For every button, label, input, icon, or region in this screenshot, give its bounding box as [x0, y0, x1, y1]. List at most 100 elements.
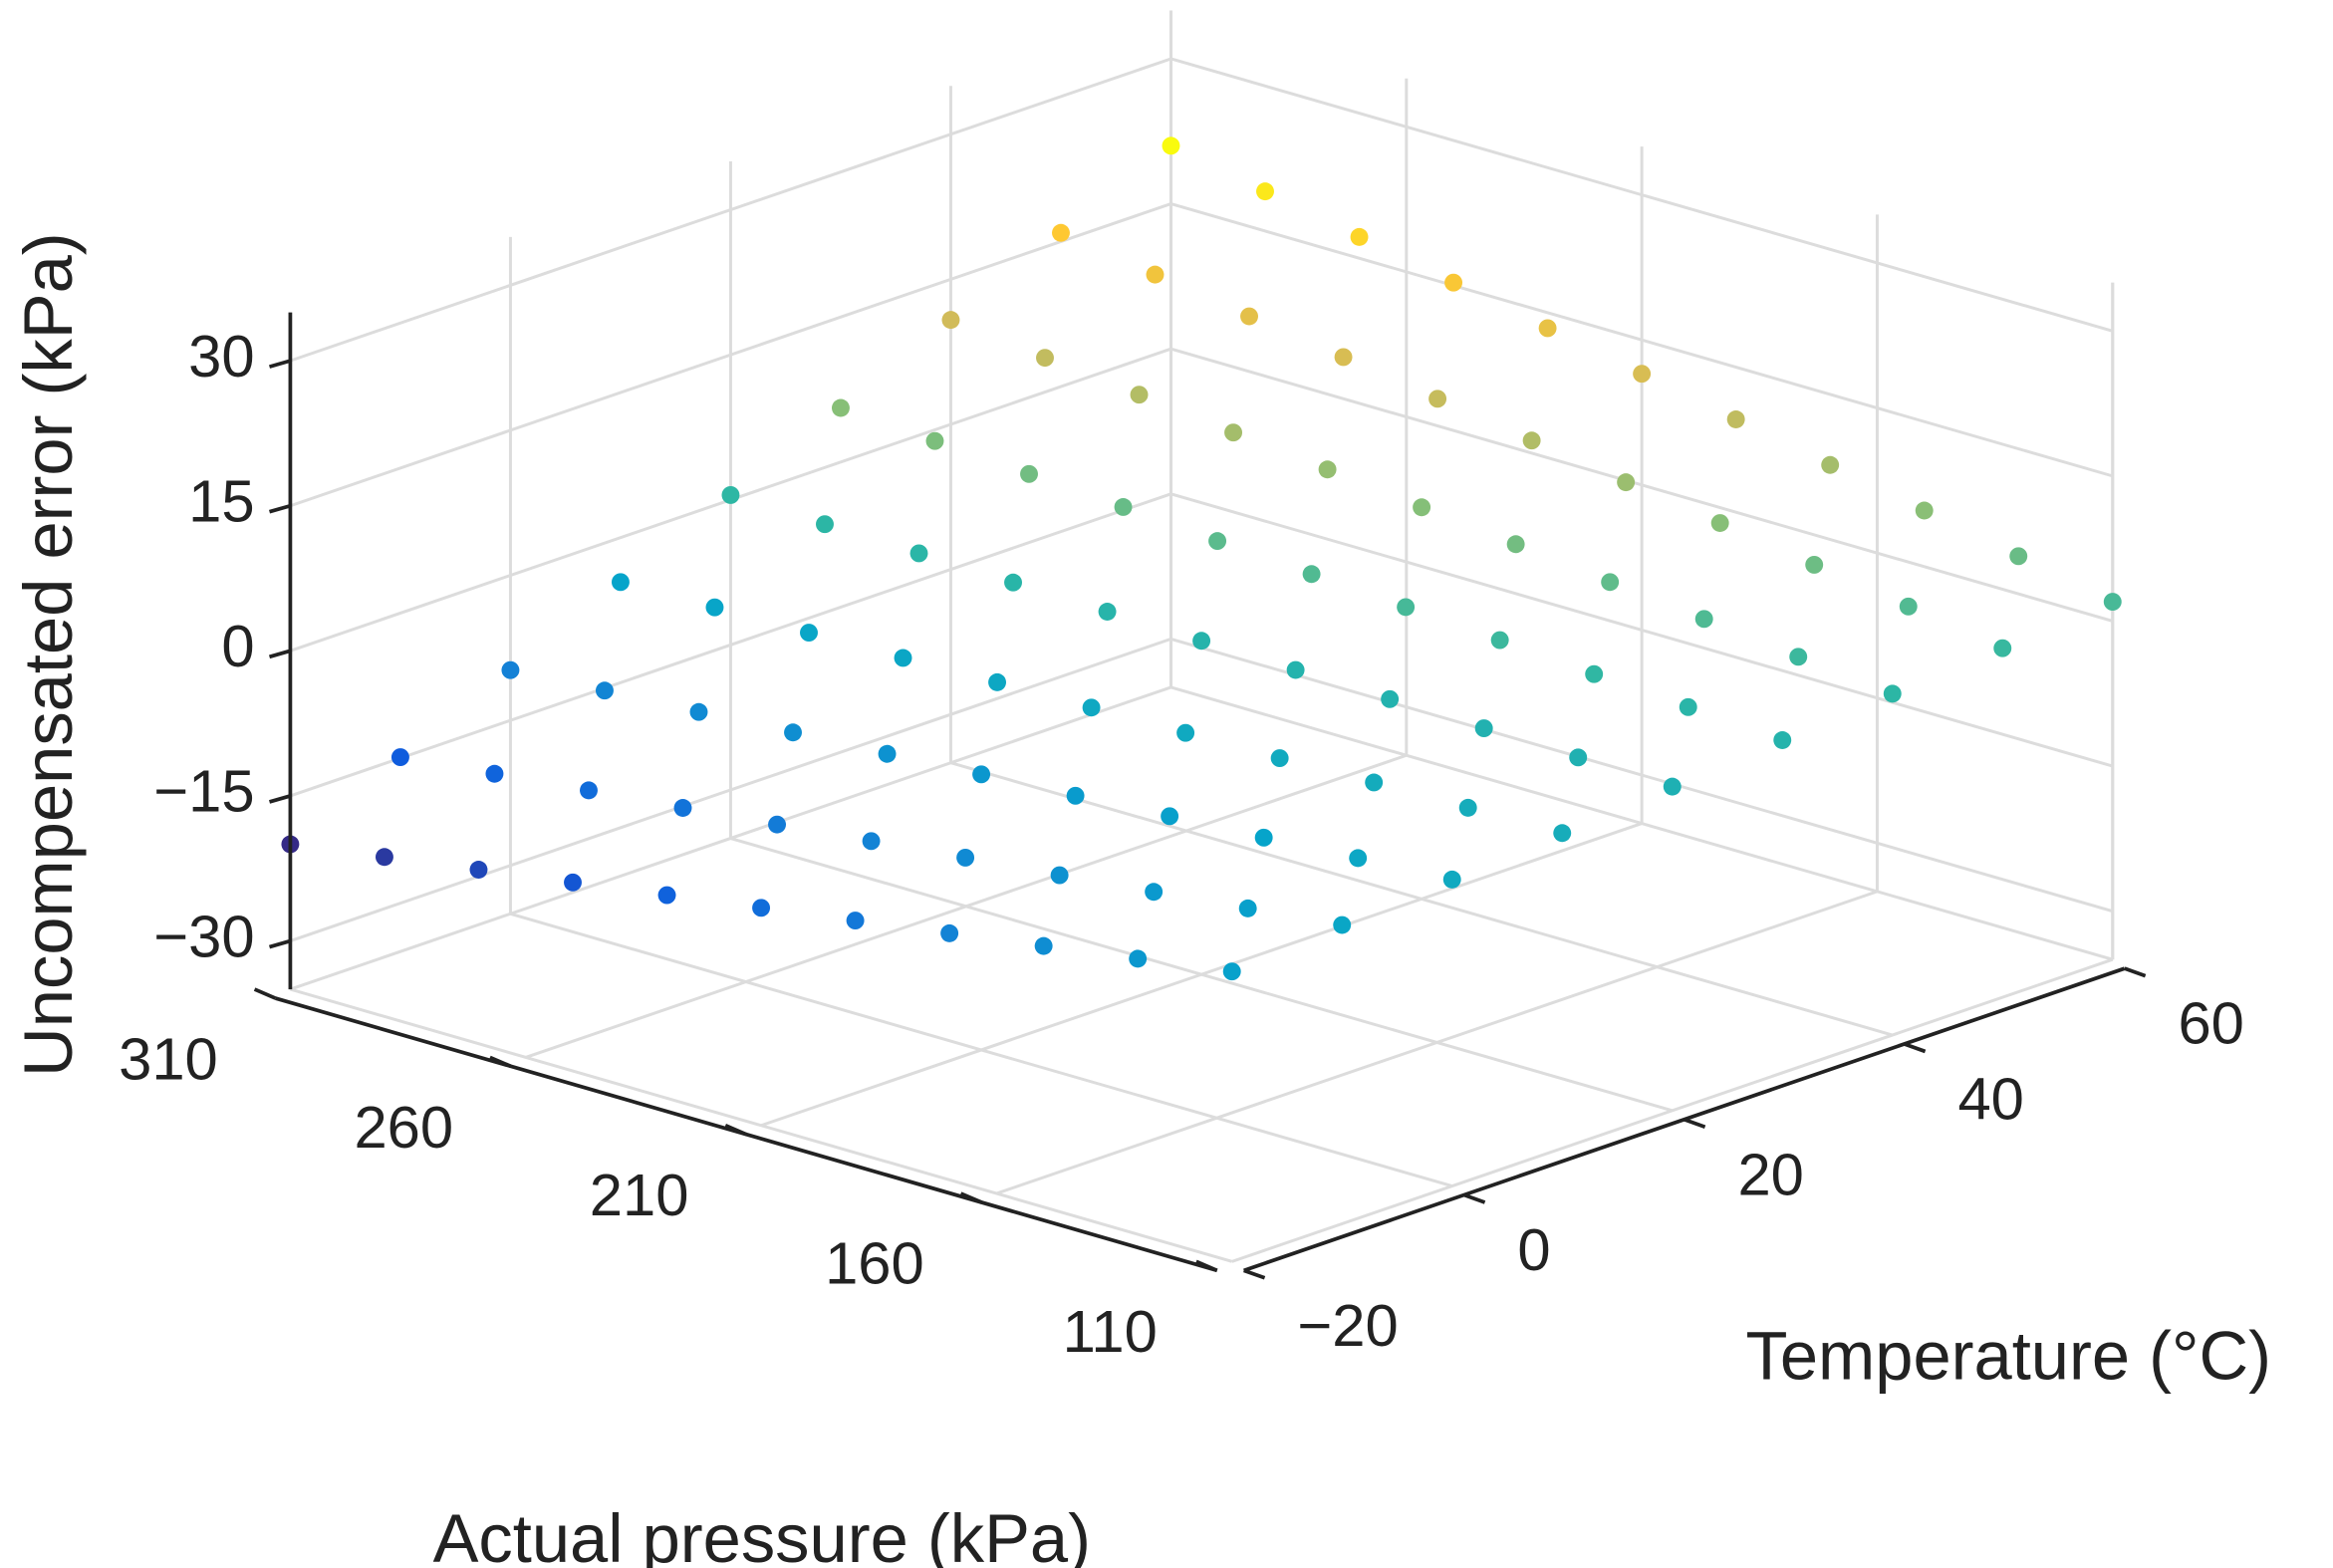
data-point	[988, 672, 1007, 691]
data-point	[1222, 962, 1241, 981]
data-point	[1506, 535, 1525, 554]
data-point	[501, 660, 520, 679]
data-point	[1240, 307, 1258, 326]
data-point	[1349, 849, 1368, 868]
data-point	[1458, 798, 1477, 817]
data-point	[1050, 866, 1069, 885]
data-point	[1034, 936, 1053, 955]
grid-line	[1231, 957, 2114, 1263]
data-point	[940, 923, 959, 942]
data-point	[1993, 639, 2012, 657]
data-point	[705, 598, 724, 617]
z-tick	[268, 649, 291, 659]
data-point	[972, 765, 991, 784]
y-tick-label: 40	[1957, 1065, 2023, 1132]
data-point	[1397, 598, 1416, 617]
grid-line	[525, 753, 1408, 1059]
data-point	[1286, 660, 1305, 679]
data-point	[1428, 390, 1447, 408]
data-point	[862, 832, 881, 851]
data-point	[1145, 883, 1164, 902]
data-point	[1413, 498, 1431, 517]
data-point	[909, 544, 928, 563]
points	[281, 136, 2122, 981]
data-point	[1334, 348, 1353, 367]
data-point	[1066, 786, 1085, 805]
data-point	[816, 515, 834, 534]
data-point	[831, 398, 850, 417]
data-point	[580, 781, 598, 800]
data-point	[1585, 664, 1604, 683]
data-point	[564, 873, 582, 892]
data-point	[469, 861, 488, 879]
grid-line	[289, 685, 1171, 991]
data-point	[784, 723, 802, 742]
data-point	[1773, 731, 1792, 749]
data-point	[1899, 597, 1918, 616]
data-point	[1601, 573, 1620, 592]
data-point	[1381, 689, 1400, 708]
data-point	[689, 702, 708, 721]
x-tick-label: 310	[119, 1026, 218, 1093]
data-point	[1333, 915, 1352, 934]
data-point	[1270, 749, 1289, 768]
data-point	[1004, 573, 1022, 592]
data-point	[1224, 423, 1243, 442]
grid-line	[760, 822, 1643, 1128]
data-point	[1114, 498, 1133, 516]
x-tick-label: 210	[590, 1162, 689, 1228]
data-point	[1679, 697, 1697, 716]
data-point	[1082, 698, 1101, 717]
x-axis-label: Actual pressure (kPa)	[433, 1500, 1091, 1568]
data-point	[1020, 464, 1038, 483]
z-tick-label: 15	[188, 468, 254, 535]
data-point	[595, 681, 614, 700]
data-point	[846, 912, 865, 930]
data-point	[1442, 870, 1461, 889]
data-point	[1569, 748, 1588, 767]
z-tick-label: −15	[153, 758, 254, 825]
data-point	[1162, 136, 1180, 155]
data-point	[2103, 593, 2122, 612]
data-point	[1805, 555, 1824, 574]
data-point	[1302, 565, 1321, 584]
z-tick	[268, 938, 291, 949]
data-point	[1444, 273, 1463, 292]
data-point	[1490, 631, 1509, 650]
y-axis-line	[1243, 966, 2126, 1273]
data-point	[1052, 223, 1070, 242]
z-axis-label: Uncompensated error (kPa)	[10, 232, 87, 1077]
data-point	[1254, 828, 1273, 847]
data-point	[375, 848, 393, 867]
z-tick	[268, 503, 291, 514]
z-tick	[268, 359, 291, 369]
data-point	[1350, 227, 1369, 246]
data-point	[1318, 460, 1337, 479]
grid-line	[995, 890, 1878, 1195]
data-point	[673, 799, 692, 817]
data-point	[1883, 684, 1902, 703]
data-point	[894, 649, 912, 667]
data-point	[721, 485, 740, 504]
data-point	[1915, 501, 1934, 520]
x-tick-label: 110	[1063, 1298, 1158, 1365]
y-tick	[2124, 966, 2147, 978]
data-point	[657, 886, 676, 905]
x-tick	[253, 987, 277, 1000]
data-point	[1694, 610, 1713, 629]
data-point	[1553, 824, 1572, 843]
data-point	[956, 848, 975, 867]
data-point	[1036, 349, 1054, 368]
y-tick-label: 60	[2178, 990, 2243, 1057]
x-tick	[489, 1055, 512, 1069]
x-tick	[959, 1191, 983, 1204]
data-point	[611, 573, 630, 592]
data-point	[1192, 632, 1211, 651]
data-point	[2009, 547, 2028, 566]
y-tick	[1243, 1268, 1266, 1280]
grid	[288, 10, 2115, 1263]
y-tick	[1904, 1042, 1927, 1054]
axes: 110 160 210 260 310 −20 0 20 40 60 −30 −15 0 15 30	[119, 312, 2244, 1365]
